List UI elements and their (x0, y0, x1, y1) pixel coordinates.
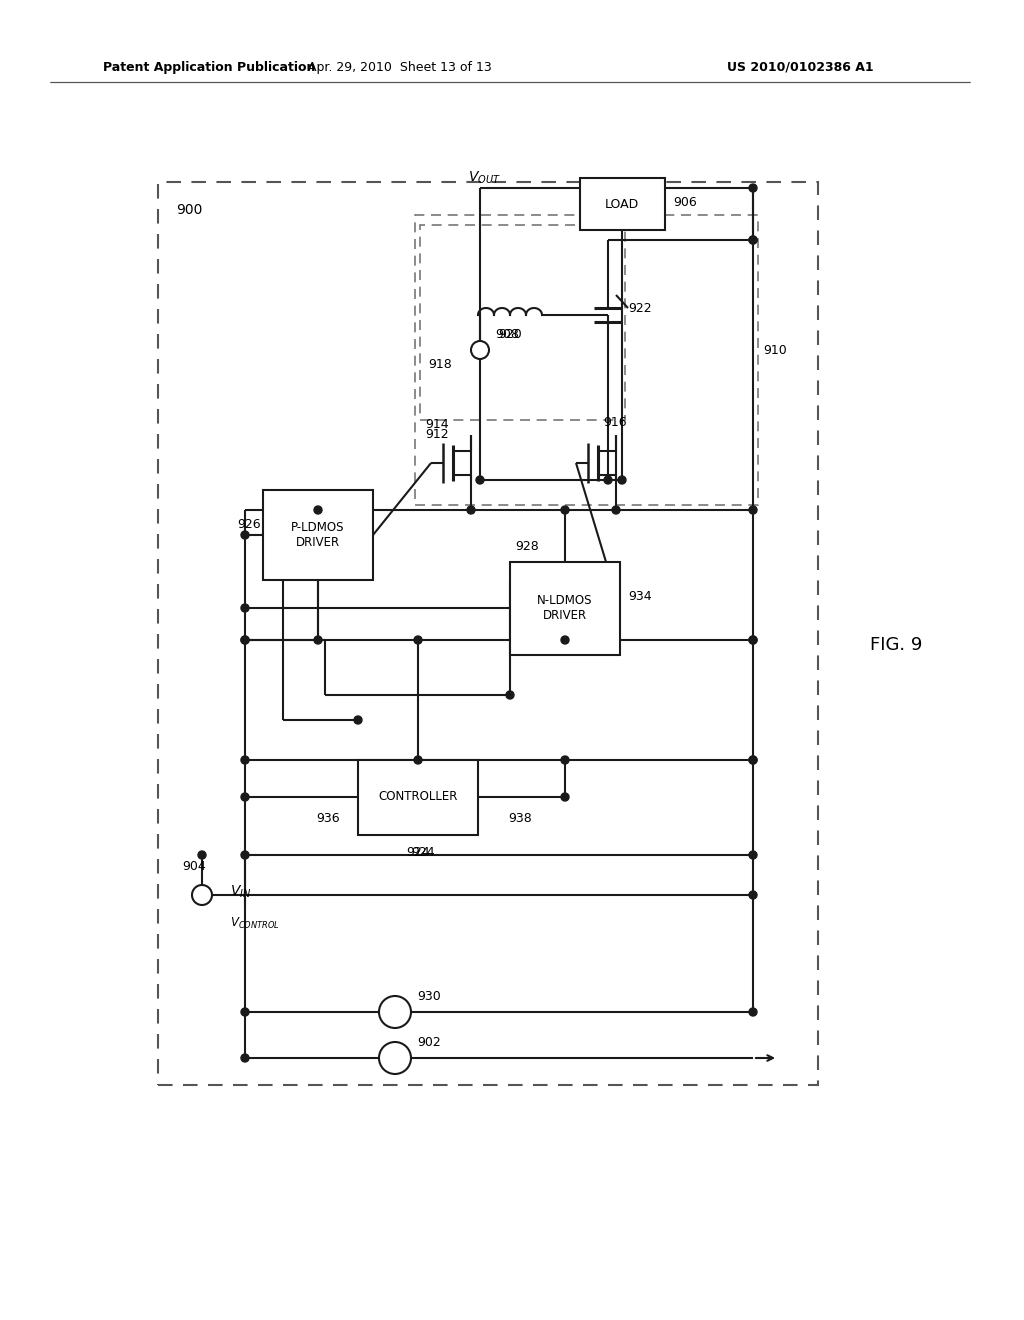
Text: 924: 924 (407, 846, 430, 859)
Circle shape (506, 690, 514, 700)
Circle shape (379, 1041, 411, 1074)
Circle shape (414, 636, 422, 644)
Text: 934: 934 (628, 590, 651, 602)
Text: 902: 902 (417, 1035, 440, 1048)
Circle shape (241, 605, 249, 612)
Text: 918: 918 (428, 359, 452, 371)
Circle shape (749, 756, 757, 764)
Text: $V_{OUT}$: $V_{OUT}$ (468, 170, 501, 186)
Bar (263, 490, 373, 579)
Text: 924: 924 (412, 846, 435, 859)
Circle shape (241, 1053, 249, 1063)
Circle shape (241, 1008, 249, 1016)
Circle shape (612, 506, 620, 513)
Circle shape (241, 851, 249, 859)
Text: 922: 922 (628, 301, 651, 314)
Circle shape (467, 506, 475, 513)
Circle shape (561, 636, 569, 644)
Text: 936: 936 (316, 813, 340, 825)
Text: 916: 916 (603, 417, 627, 429)
Text: 928: 928 (515, 540, 539, 553)
Circle shape (314, 636, 322, 644)
Text: Patent Application Publication: Patent Application Publication (103, 61, 315, 74)
Text: 900: 900 (176, 203, 203, 216)
Bar (420, 224, 625, 420)
Circle shape (561, 793, 569, 801)
Text: 910: 910 (763, 343, 786, 356)
Circle shape (749, 236, 757, 244)
Circle shape (241, 756, 249, 764)
Text: 906: 906 (673, 197, 696, 210)
Circle shape (241, 636, 249, 644)
Circle shape (561, 756, 569, 764)
Bar (358, 760, 478, 836)
Circle shape (618, 477, 626, 484)
Text: CONTROLLER: CONTROLLER (378, 791, 458, 804)
Text: 920: 920 (498, 329, 522, 342)
Text: 930: 930 (417, 990, 440, 1002)
Circle shape (749, 636, 757, 644)
Circle shape (241, 793, 249, 801)
Circle shape (749, 636, 757, 644)
Text: US 2010/0102386 A1: US 2010/0102386 A1 (727, 61, 873, 74)
Circle shape (198, 851, 206, 859)
Circle shape (476, 477, 484, 484)
Circle shape (561, 506, 569, 513)
Circle shape (749, 756, 757, 764)
Circle shape (241, 531, 249, 539)
Text: 908: 908 (495, 329, 519, 342)
Text: N-LDMOS
DRIVER: N-LDMOS DRIVER (538, 594, 593, 622)
Bar (510, 562, 620, 655)
Circle shape (414, 756, 422, 764)
Text: 912: 912 (425, 429, 449, 441)
Circle shape (471, 341, 489, 359)
Text: LOAD: LOAD (605, 198, 639, 210)
Text: $V_{IN}$: $V_{IN}$ (230, 884, 251, 900)
Circle shape (749, 183, 757, 191)
Circle shape (749, 236, 757, 244)
Bar (158, 182, 818, 1085)
Text: P-LDMOS
DRIVER: P-LDMOS DRIVER (291, 521, 345, 549)
Circle shape (749, 1008, 757, 1016)
Circle shape (354, 715, 362, 723)
Text: 938: 938 (508, 813, 531, 825)
Text: 914: 914 (425, 418, 449, 432)
Circle shape (314, 506, 322, 513)
Circle shape (193, 884, 212, 906)
Circle shape (749, 506, 757, 513)
Circle shape (604, 477, 612, 484)
Circle shape (241, 636, 249, 644)
Circle shape (749, 891, 757, 899)
Bar (415, 215, 758, 506)
Text: 904: 904 (182, 861, 206, 874)
Text: $V_{CONTROL}$: $V_{CONTROL}$ (230, 916, 280, 931)
Text: FIG. 9: FIG. 9 (870, 636, 923, 653)
Circle shape (749, 851, 757, 859)
Text: 926: 926 (238, 519, 261, 532)
Circle shape (379, 997, 411, 1028)
Bar (580, 178, 665, 230)
Text: Apr. 29, 2010  Sheet 13 of 13: Apr. 29, 2010 Sheet 13 of 13 (308, 61, 492, 74)
